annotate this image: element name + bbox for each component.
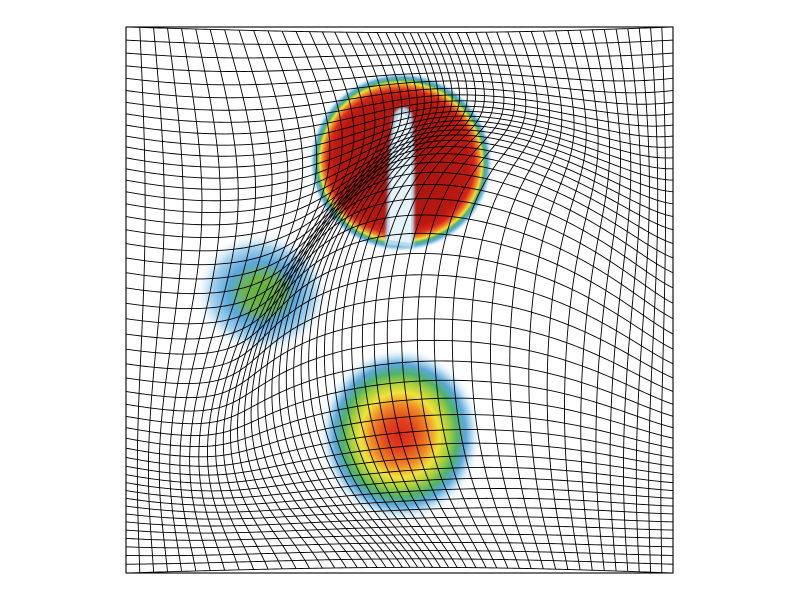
horizontal-grid-line-38: [126, 477, 673, 499]
horizontal-grid-line-3: [126, 63, 673, 72]
horizontal-grid-line-16: [126, 139, 673, 226]
horizontal-grid-line-36: [126, 455, 673, 484]
horizontal-grid-line-9: [126, 105, 673, 146]
horizontal-grid-line-44: [126, 533, 673, 541]
horizontal-grid-line-2: [126, 52, 673, 59]
horizontal-grid-line-43: [126, 525, 673, 534]
horizontal-grid-line-17: [126, 146, 673, 239]
horizontal-grid-line-46: [126, 550, 673, 557]
horizontal-grid-line-18: [126, 153, 673, 252]
horizontal-grid-line-13: [126, 124, 673, 190]
horizontal-grid-line-42: [126, 516, 673, 527]
horizontal-grid-line-21: [126, 183, 673, 295]
horizontal-grid-line-47: [126, 558, 673, 565]
horizontal-grid-line-34: [126, 429, 673, 467]
horizontal-grid-line-27: [126, 296, 673, 385]
horizontal-grid-line-23: [126, 214, 673, 325]
horizontal-grid-line-45: [126, 542, 673, 549]
horizontal-grid-line-37: [126, 466, 673, 492]
horizontal-grid-line-24: [126, 232, 673, 340]
horizontal-grid-line-31: [126, 379, 673, 437]
horizontal-grid-line-33: [126, 414, 673, 458]
horizontal-grid-line-6: [126, 87, 673, 111]
deformed-grid: [126, 27, 673, 573]
horizontal-grid-line-12: [126, 120, 673, 179]
horizontal-grid-line-30: [126, 360, 673, 425]
horizontal-grid-line-28: [126, 318, 673, 399]
horizontal-grid-line-4: [126, 72, 673, 86]
horizontal-grid-line-26: [126, 274, 673, 370]
horizontal-grid-line-22: [126, 198, 673, 310]
horizontal-grid-line-0: [126, 27, 673, 34]
horizontal-grid-line-48: [126, 566, 673, 573]
horizontal-grid-line-5: [126, 80, 673, 99]
horizontal-grid-line-35: [126, 442, 673, 476]
horizontal-grid-line-32: [126, 397, 673, 448]
horizontal-grid-line-11: [126, 115, 673, 168]
horizontal-grid-line-14: [126, 129, 673, 202]
horizontal-grid-line-39: [126, 488, 673, 506]
plot-frame: [125, 26, 674, 574]
horizontal-grid-line-29: [126, 339, 673, 412]
horizontal-grid-line-40: [126, 497, 673, 513]
horizontal-grid-line-15: [126, 134, 673, 214]
horizontal-grid-line-10: [126, 110, 673, 157]
horizontal-grid-line-7: [126, 94, 673, 123]
horizontal-grid-line-41: [126, 507, 673, 520]
horizontal-grid-line-25: [126, 253, 673, 355]
horizontal-grid-line-8: [126, 100, 673, 135]
horizontal-grid-line-19: [126, 161, 673, 266]
horizontal-grid-line-1: [126, 39, 673, 45]
horizontal-grid-line-20: [126, 171, 673, 280]
